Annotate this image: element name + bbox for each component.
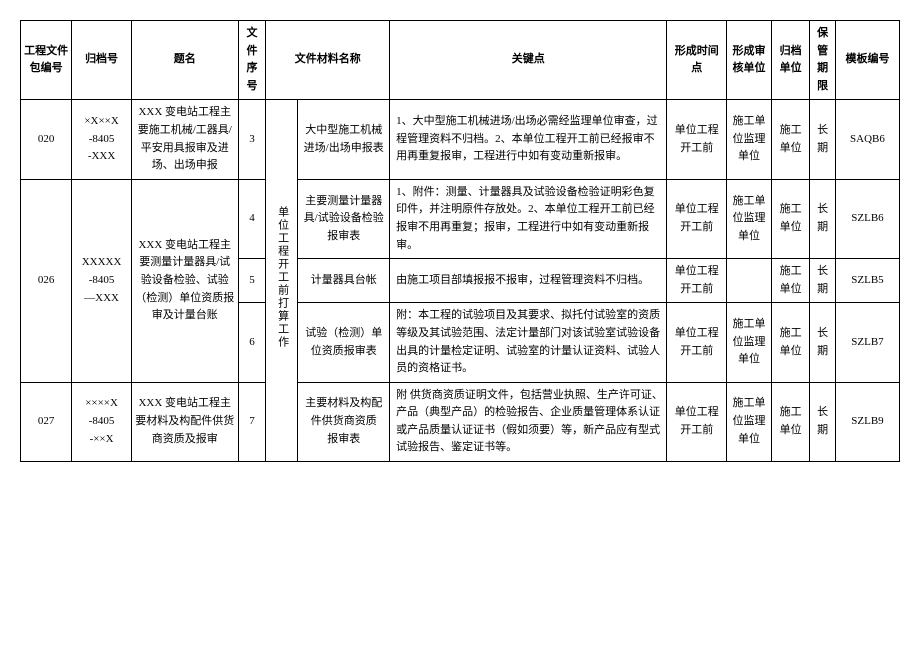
cell-title: XXX 变电站工程主要材料及构配件供货商资质及报审 bbox=[131, 382, 238, 461]
cell-dept: 施工单位 bbox=[771, 382, 809, 461]
header-row: 工程文件包编号 归档号 题名 文件序号 文件材料名称 关键点 形成时间点 形成审… bbox=[21, 21, 900, 100]
cell-seq: 7 bbox=[238, 382, 266, 461]
cell-review: 施工单位监理单位 bbox=[727, 303, 772, 382]
cell-title: XXX 变电站工程主要测量计量器具/试验设备检验、试验（检测）单位资质报审及计量… bbox=[131, 179, 238, 382]
cell-keep: 长期 bbox=[810, 259, 836, 303]
cell-matname: 主要测量计量器具/试验设备检验报审表 bbox=[298, 179, 390, 258]
cell-arch: ××××X -8405 -××X bbox=[72, 382, 132, 461]
cell-title: XXX 变电站工程主要施工机械/工器具/平安用具报审及进场、出场申报 bbox=[131, 100, 238, 179]
cell-keep: 长期 bbox=[810, 179, 836, 258]
h-time: 形成时间点 bbox=[667, 21, 727, 100]
cell-key: 附：本工程的试验项目及其要求、拟托付试验室的资质等级及其试验范围、法定计量部门对… bbox=[390, 303, 667, 382]
cell-key: 附 供货商资质证明文件，包括营业执照、生产许可证、产品（典型产品）的检验报告、企… bbox=[390, 382, 667, 461]
cell-keep: 长期 bbox=[810, 100, 836, 179]
h-review: 形成审核单位 bbox=[727, 21, 772, 100]
cell-key: 由施工项目部填报报不报审，过程管理资料不归档。 bbox=[390, 259, 667, 303]
cell-seq: 5 bbox=[238, 259, 266, 303]
cell-seq: 4 bbox=[238, 179, 266, 258]
cell-tmpl: SZLB7 bbox=[835, 303, 899, 382]
cell-time: 单位工程开工前 bbox=[667, 100, 727, 179]
cell-keep: 长期 bbox=[810, 303, 836, 382]
h-tmpl: 模板编号 bbox=[835, 21, 899, 100]
cell-pkg: 020 bbox=[21, 100, 72, 179]
cell-key: 1、附件：测量、计量器具及试验设备检验证明彩色复印件，并注明原件存放处。2、本单… bbox=[390, 179, 667, 258]
cell-pkg: 026 bbox=[21, 179, 72, 382]
cell-review: 施工单位监理单位 bbox=[727, 382, 772, 461]
cell-key: 1、大中型施工机械进场/出场必需经监理单位审查，过程管理资料不归档。2、本单位工… bbox=[390, 100, 667, 179]
cell-tmpl: SAQB6 bbox=[835, 100, 899, 179]
document-table: 工程文件包编号 归档号 题名 文件序号 文件材料名称 关键点 形成时间点 形成审… bbox=[20, 20, 900, 462]
cell-review bbox=[727, 259, 772, 303]
h-title: 题名 bbox=[131, 21, 238, 100]
h-pkg: 工程文件包编号 bbox=[21, 21, 72, 100]
cell-seq: 6 bbox=[238, 303, 266, 382]
h-key: 关键点 bbox=[390, 21, 667, 100]
cell-time: 单位工程开工前 bbox=[667, 259, 727, 303]
table-row: 026 XXXXX -8405 —XXX XXX 变电站工程主要测量计量器具/试… bbox=[21, 179, 900, 258]
cell-tmpl: SZLB9 bbox=[835, 382, 899, 461]
cell-stage: 单位工程开工前打算工作 bbox=[266, 100, 298, 462]
cell-dept: 施工单位 bbox=[771, 179, 809, 258]
h-seq: 文件序号 bbox=[238, 21, 266, 100]
cell-matname: 主要材料及构配件供货商资质 报审表 bbox=[298, 382, 390, 461]
cell-dept: 施工单位 bbox=[771, 303, 809, 382]
cell-time: 单位工程开工前 bbox=[667, 179, 727, 258]
cell-tmpl: SZLB5 bbox=[835, 259, 899, 303]
h-keep: 保管期限 bbox=[810, 21, 836, 100]
cell-time: 单位工程开工前 bbox=[667, 382, 727, 461]
cell-time: 单位工程开工前 bbox=[667, 303, 727, 382]
cell-seq: 3 bbox=[238, 100, 266, 179]
cell-matname: 试验（检测）单位资质报审表 bbox=[298, 303, 390, 382]
table-row: 020 ×X××X -8405 -XXX XXX 变电站工程主要施工机械/工器具… bbox=[21, 100, 900, 179]
cell-arch: ×X××X -8405 -XXX bbox=[72, 100, 132, 179]
h-arch: 归档号 bbox=[72, 21, 132, 100]
cell-pkg: 027 bbox=[21, 382, 72, 461]
cell-matname: 计量器具台帐 bbox=[298, 259, 390, 303]
cell-keep: 长期 bbox=[810, 382, 836, 461]
cell-tmpl: SZLB6 bbox=[835, 179, 899, 258]
h-dept: 归档单位 bbox=[771, 21, 809, 100]
cell-matname: 大中型施工机械进场/出场申报表 bbox=[298, 100, 390, 179]
cell-dept: 施工单位 bbox=[771, 100, 809, 179]
h-matname: 文件材料名称 bbox=[266, 21, 390, 100]
table-row: 027 ××××X -8405 -××X XXX 变电站工程主要材料及构配件供货… bbox=[21, 382, 900, 461]
cell-dept: 施工单位 bbox=[771, 259, 809, 303]
cell-arch: XXXXX -8405 —XXX bbox=[72, 179, 132, 382]
cell-review: 施工单位监理单位 bbox=[727, 179, 772, 258]
cell-review: 施工单位监理单位 bbox=[727, 100, 772, 179]
